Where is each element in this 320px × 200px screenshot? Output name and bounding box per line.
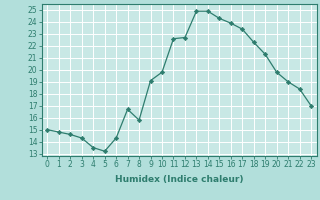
X-axis label: Humidex (Indice chaleur): Humidex (Indice chaleur) xyxy=(115,175,244,184)
